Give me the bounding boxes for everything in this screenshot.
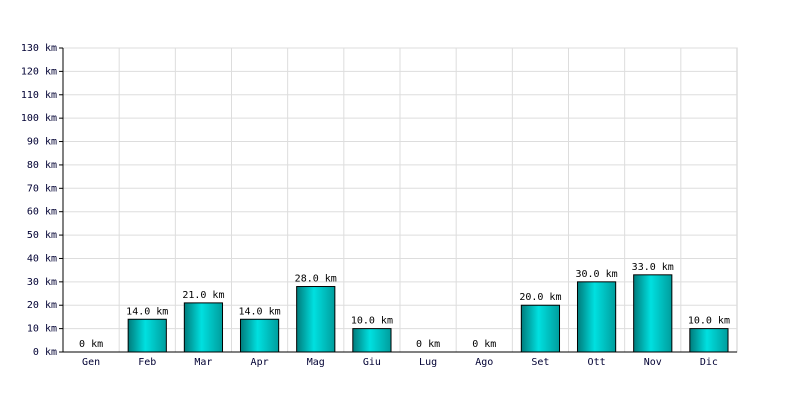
- y-tick-label: 110 km: [21, 90, 57, 101]
- y-tick-label: 60 km: [27, 207, 57, 218]
- bar: [352, 328, 392, 353]
- value-label: 28.0 km: [295, 274, 337, 285]
- value-label: 14.0 km: [126, 306, 168, 317]
- bar: [239, 318, 280, 353]
- y-tick-label: 10 km: [27, 324, 57, 335]
- y-tick-label: 80 km: [27, 160, 57, 171]
- bar: [127, 318, 167, 353]
- value-label: 14.0 km: [239, 306, 281, 317]
- x-tick-label: Mag: [307, 357, 325, 368]
- y-tick-label: 130 km: [21, 43, 57, 54]
- x-tick-label: Ott: [588, 357, 606, 368]
- y-tick-label: 20 km: [27, 300, 57, 311]
- bar: [520, 304, 561, 353]
- y-tick-label: 50 km: [27, 230, 57, 241]
- x-tick-label: Nov: [644, 357, 662, 368]
- value-label: 0 km: [416, 339, 440, 350]
- x-tick-label: Ago: [475, 357, 493, 368]
- value-label: 0 km: [472, 339, 496, 350]
- x-tick-label: Mar: [194, 357, 212, 368]
- bar: [296, 286, 336, 353]
- x-tick-label: Lug: [419, 357, 437, 368]
- bar: [689, 328, 729, 353]
- x-tick-label: Feb: [138, 357, 156, 368]
- x-tick-label: Gen: [82, 357, 100, 368]
- value-label: 0 km: [79, 339, 103, 350]
- value-label: 21.0 km: [182, 290, 224, 301]
- y-tick-label: 120 km: [21, 66, 57, 77]
- y-tick-label: 70 km: [27, 183, 57, 194]
- value-label: 33.0 km: [632, 262, 674, 273]
- value-label: 20.0 km: [519, 292, 561, 303]
- y-tick-label: 40 km: [27, 253, 57, 264]
- bar: [633, 274, 673, 353]
- value-label: 10.0 km: [351, 316, 393, 327]
- x-tick-label: Dic: [700, 357, 718, 368]
- value-label: 30.0 km: [576, 269, 618, 280]
- value-label: 10.0 km: [688, 316, 730, 327]
- x-tick-label: Apr: [251, 357, 269, 368]
- bar: [576, 281, 617, 353]
- y-tick-label: 0 km: [33, 347, 57, 358]
- x-tick-label: Giu: [363, 357, 381, 368]
- y-tick-label: 30 km: [27, 277, 57, 288]
- y-tick-label: 90 km: [27, 137, 57, 148]
- bar: [183, 302, 224, 353]
- x-tick-label: Set: [531, 357, 549, 368]
- y-tick-label: 100 km: [21, 113, 57, 124]
